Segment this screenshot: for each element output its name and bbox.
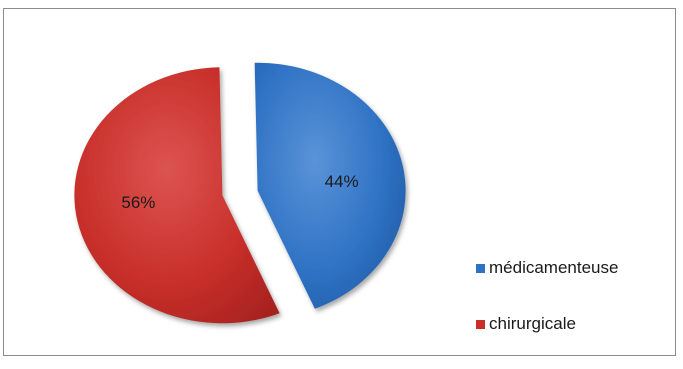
pie-slice-medicamenteuse — [254, 62, 406, 309]
legend-swatch-medicamenteuse — [476, 263, 485, 273]
pie-slice-chirurgicale — [74, 67, 280, 324]
legend: médicamenteuse chirurgicale — [476, 257, 666, 369]
slice-label-medicamenteuse: 44% — [325, 172, 359, 191]
pie-chart: 44% 56% — [74, 62, 406, 324]
legend-label-medicamenteuse: médicamenteuse — [489, 258, 619, 277]
legend-item-chirurgicale: chirurgicale — [476, 313, 666, 335]
legend-swatch-chirurgicale — [476, 319, 485, 329]
legend-item-medicamenteuse: médicamenteuse — [476, 257, 666, 279]
chart-frame: 44% 56% médicamenteuse chirurgicale — [3, 8, 676, 356]
legend-label-chirurgicale: chirurgicale — [489, 314, 576, 333]
slice-label-chirurgicale: 56% — [121, 193, 155, 212]
